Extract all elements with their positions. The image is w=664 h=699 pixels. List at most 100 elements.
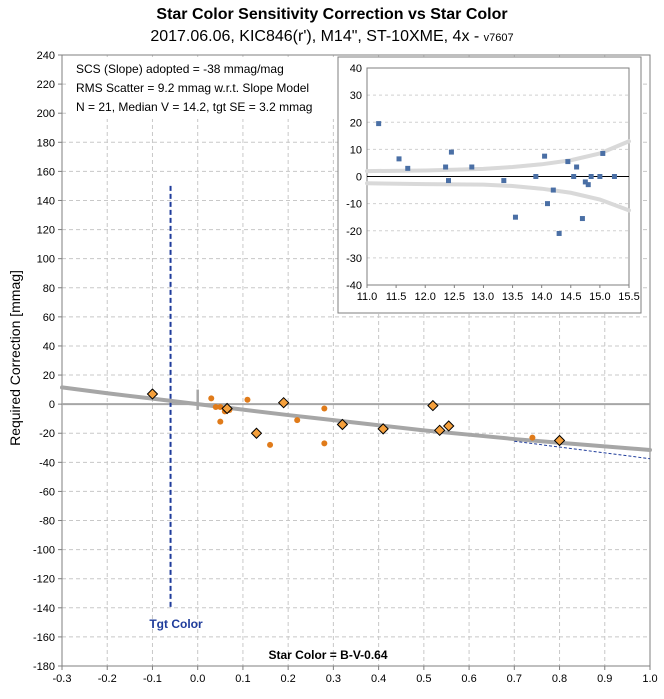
y-tick-label: -160 bbox=[33, 632, 55, 644]
y-tick-label: 100 bbox=[37, 254, 55, 266]
inset-point bbox=[571, 174, 577, 179]
y-tick-label: 160 bbox=[37, 166, 55, 178]
star-point bbox=[212, 404, 219, 411]
inset-x-tick-label: 15.5 bbox=[618, 291, 639, 303]
inset-y-tick-label: 30 bbox=[350, 90, 362, 102]
star-point bbox=[321, 440, 328, 447]
star-point bbox=[244, 396, 251, 403]
inset-x-tick-label: 12.0 bbox=[415, 291, 436, 303]
x-tick-label: -0.3 bbox=[53, 673, 72, 685]
stats-line-count: N = 21, Median V = 14.2, tgt SE = 3.2 mm… bbox=[76, 100, 312, 114]
y-tick-label: 180 bbox=[37, 137, 55, 149]
inset-point bbox=[600, 150, 606, 156]
inset-y-tick-label: 10 bbox=[350, 144, 362, 156]
inset-x-tick-label: 11.0 bbox=[357, 291, 378, 303]
y-tick-label: 80 bbox=[43, 283, 55, 295]
inset-y-tick-label: -20 bbox=[346, 226, 362, 238]
binned-point bbox=[377, 423, 389, 435]
inset-point bbox=[565, 159, 571, 165]
binned-point bbox=[250, 427, 263, 439]
y-tick-label: 40 bbox=[43, 341, 55, 353]
inset-y-tick-label: 40 bbox=[350, 63, 362, 75]
inset-y-tick-label: -10 bbox=[346, 199, 362, 211]
y-tick-label: 240 bbox=[37, 50, 55, 62]
x-tick-label: 1.0 bbox=[642, 673, 657, 685]
x-tick-label: 0.6 bbox=[461, 673, 476, 685]
inset-point bbox=[542, 153, 548, 159]
inset-gridlines bbox=[367, 94, 629, 259]
inset-x-tick-label: 14.0 bbox=[531, 291, 552, 303]
x-axis-label: Star Color = B-V-0.64 bbox=[268, 648, 387, 662]
inset-point bbox=[501, 178, 507, 184]
inset-point bbox=[376, 121, 382, 127]
x-tick-label: 0.8 bbox=[552, 673, 567, 685]
y-tick-label: -80 bbox=[39, 516, 55, 528]
inset-x-tick-label: 14.5 bbox=[560, 291, 581, 303]
stats-line-rms: RMS Scatter = 9.2 mmag w.r.t. Slope Mode… bbox=[76, 81, 309, 95]
inset-point bbox=[582, 179, 588, 185]
x-tick-label: 0.5 bbox=[416, 673, 431, 685]
inset-point bbox=[443, 164, 449, 170]
stats-line-slope: SCS (Slope) adopted = -38 mmag/mag bbox=[76, 62, 284, 76]
y-tick-label: 20 bbox=[43, 370, 55, 382]
x-tick-label: 0.0 bbox=[190, 673, 205, 685]
inset-point bbox=[556, 230, 562, 236]
inset-point bbox=[405, 165, 411, 171]
x-tick-label: 0.9 bbox=[597, 673, 612, 685]
y-tick-label: 200 bbox=[37, 108, 55, 120]
inset-point bbox=[579, 216, 585, 222]
x-tick-label: 0.7 bbox=[507, 673, 522, 685]
y-tick-label: -140 bbox=[33, 603, 55, 615]
inset-x-tick-label: 15.0 bbox=[589, 291, 610, 303]
inset-point bbox=[588, 174, 594, 179]
stats-textbox: SCS (Slope) adopted = -38 mmag/mag RMS S… bbox=[68, 57, 358, 119]
inset-data-marks bbox=[365, 121, 631, 236]
x-tick-label: 0.2 bbox=[281, 673, 296, 685]
inset-x-tick-label: 13.5 bbox=[502, 291, 523, 303]
inset-point bbox=[574, 164, 580, 170]
inset-y-tick-label: 0 bbox=[356, 172, 362, 184]
inset-point bbox=[550, 187, 556, 193]
main-plot-frame bbox=[61, 54, 651, 667]
inset-point bbox=[533, 174, 539, 179]
x-tick-label: 0.4 bbox=[371, 673, 386, 685]
binned-point bbox=[277, 396, 290, 409]
inset-point bbox=[585, 182, 591, 188]
star-point bbox=[294, 417, 301, 424]
inset-x-tick-label: 12.5 bbox=[444, 291, 465, 303]
inset-point bbox=[396, 156, 402, 162]
inset-envelope-upper bbox=[365, 139, 631, 174]
extrapolation-line bbox=[514, 440, 651, 460]
x-tick-label: -0.2 bbox=[98, 673, 117, 685]
star-point bbox=[529, 434, 536, 441]
inset-y-tick-label: -30 bbox=[346, 253, 362, 265]
main-tick-labels: -0.3 -0.2 -0.1 0.0 0.1 0.2 0.3 0.4 0.5 0.6 0.7 0.8 0… bbox=[33, 50, 658, 685]
binned-point bbox=[427, 399, 439, 412]
star-point bbox=[267, 441, 274, 448]
star-point bbox=[217, 418, 224, 425]
y-tick-label: -20 bbox=[39, 428, 55, 440]
binned-point bbox=[146, 388, 159, 400]
y-axis-label: Required Correction [mmag] bbox=[7, 270, 23, 446]
x-tick-label: 0.3 bbox=[326, 673, 341, 685]
inset-point bbox=[469, 164, 475, 170]
inset-x-tick-label: 11.5 bbox=[386, 291, 407, 303]
inset-point bbox=[446, 178, 452, 184]
chart-title: Star Color Sensitivity Correction vs Sta… bbox=[156, 6, 508, 23]
target-color-label: Tgt Color bbox=[149, 617, 203, 631]
y-tick-label: -120 bbox=[33, 574, 55, 586]
binned-point bbox=[336, 418, 349, 431]
inset-x-tick-label: 13.0 bbox=[473, 291, 494, 303]
inset-y-tick-label: 20 bbox=[350, 117, 362, 129]
binned-point bbox=[221, 402, 233, 415]
version-label: v7607 bbox=[483, 32, 514, 44]
y-tick-label: -100 bbox=[33, 545, 55, 557]
inset-y-tick-label: -40 bbox=[346, 280, 362, 292]
y-tick-label: -60 bbox=[39, 486, 55, 498]
binned-point bbox=[443, 420, 455, 432]
inset-envelope-lower bbox=[365, 181, 631, 213]
main-data-marks bbox=[60, 185, 652, 608]
y-tick-label: 60 bbox=[43, 312, 55, 324]
